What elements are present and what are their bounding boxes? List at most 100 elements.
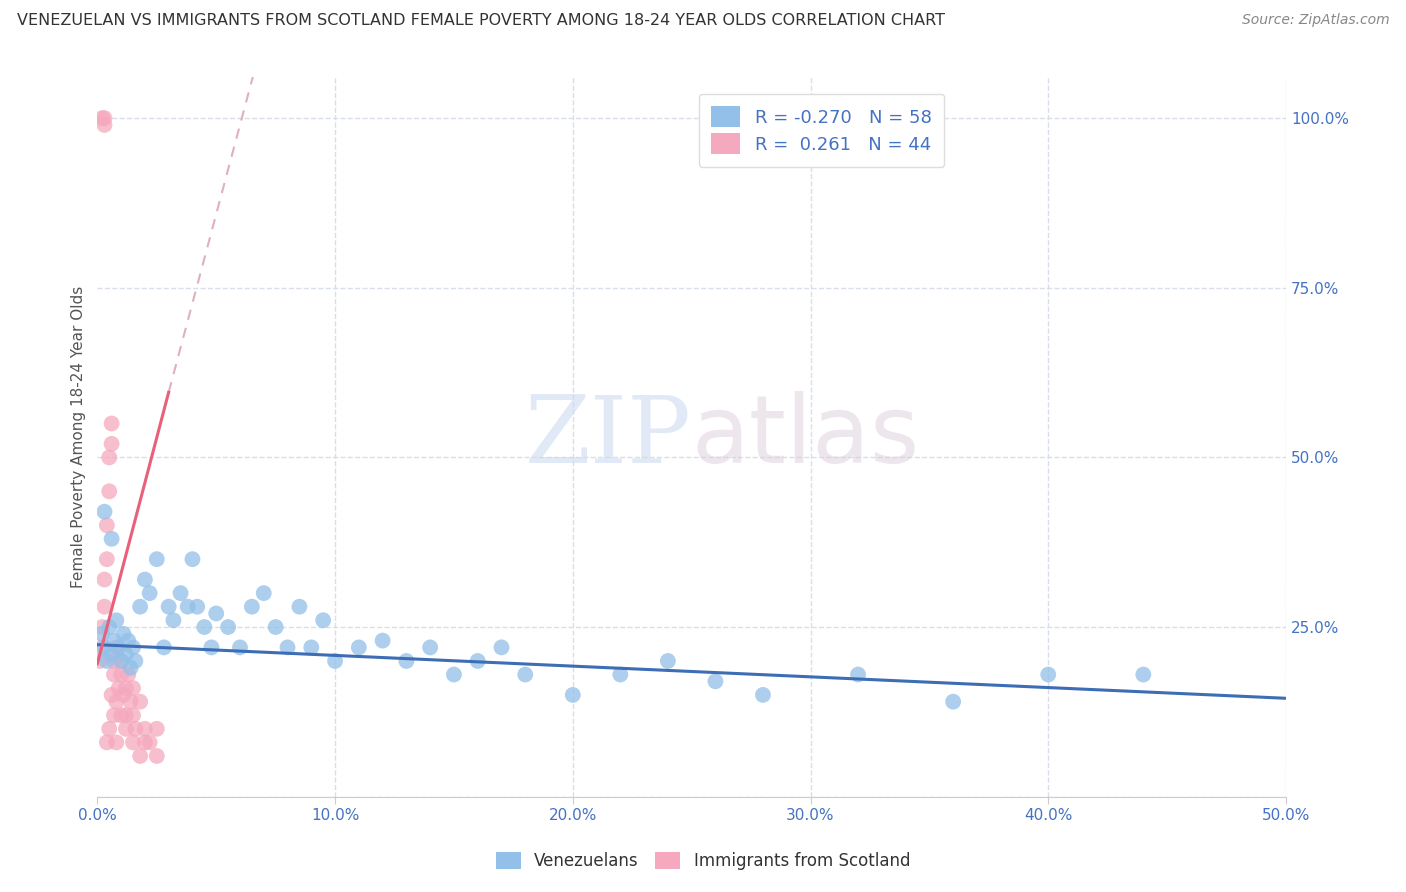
Point [176, 599, 198, 614]
Point [264, 620, 287, 634]
Point [91, 640, 114, 655]
Text: Source: ZipAtlas.com: Source: ZipAtlas.com [1241, 13, 1389, 28]
Point [609, 667, 631, 681]
Point [1132, 667, 1154, 681]
Point [181, 552, 204, 566]
Point [157, 599, 180, 614]
Point [91, 627, 114, 641]
Point [443, 667, 465, 681]
Point [89, 654, 111, 668]
Point [107, 640, 129, 655]
Point [98, 484, 121, 499]
Point [129, 748, 152, 763]
Point [100, 417, 122, 431]
Point [122, 640, 145, 655]
Point [752, 688, 775, 702]
Point [103, 708, 125, 723]
Point [193, 620, 215, 634]
Point [134, 735, 156, 749]
Point [122, 735, 145, 749]
Point [100, 532, 122, 546]
Point [107, 681, 129, 695]
Legend: Venezuelans, Immigrants from Scotland: Venezuelans, Immigrants from Scotland [489, 845, 917, 877]
Point [115, 722, 138, 736]
Point [846, 667, 869, 681]
Point [103, 654, 125, 668]
Point [347, 640, 370, 655]
Point [942, 695, 965, 709]
Text: VENEZUELAN VS IMMIGRANTS FROM SCOTLAND FEMALE POVERTY AMONG 18-24 YEAR OLDS CORR: VENEZUELAN VS IMMIGRANTS FROM SCOTLAND F… [17, 13, 945, 29]
Point [105, 735, 128, 749]
Point [491, 640, 513, 655]
Point [299, 640, 322, 655]
Point [91, 620, 114, 634]
Point [134, 573, 156, 587]
Point [120, 695, 142, 709]
Point [110, 654, 132, 668]
Point [561, 688, 583, 702]
Point [146, 552, 169, 566]
Point [112, 688, 135, 702]
Point [93, 118, 115, 132]
Point [110, 667, 132, 681]
Point [169, 586, 191, 600]
Point [371, 633, 394, 648]
Point [146, 722, 169, 736]
Point [103, 667, 125, 681]
Point [288, 599, 311, 614]
Point [117, 633, 139, 648]
Y-axis label: Female Poverty Among 18-24 Year Olds: Female Poverty Among 18-24 Year Olds [72, 286, 86, 588]
Point [96, 552, 118, 566]
Point [91, 111, 114, 125]
Point [117, 667, 139, 681]
Point [205, 607, 228, 621]
Point [138, 586, 160, 600]
Point [98, 450, 121, 465]
Legend: R = -0.270   N = 58, R =  0.261   N = 44: R = -0.270 N = 58, R = 0.261 N = 44 [699, 94, 943, 167]
Point [105, 640, 128, 655]
Point [129, 599, 152, 614]
Point [120, 661, 142, 675]
Point [277, 640, 299, 655]
Point [200, 640, 222, 655]
Point [138, 735, 160, 749]
Point [129, 695, 152, 709]
Point [323, 654, 346, 668]
Point [96, 735, 118, 749]
Point [112, 627, 135, 641]
Point [103, 633, 125, 648]
Point [162, 613, 184, 627]
Point [253, 586, 276, 600]
Point [93, 599, 115, 614]
Text: atlas: atlas [692, 391, 920, 483]
Point [240, 599, 263, 614]
Point [100, 688, 122, 702]
Point [186, 599, 208, 614]
Point [134, 722, 156, 736]
Point [105, 695, 128, 709]
Point [1038, 667, 1060, 681]
Point [419, 640, 441, 655]
Point [115, 708, 138, 723]
Point [96, 518, 118, 533]
Point [217, 620, 239, 634]
Point [146, 748, 169, 763]
Point [93, 505, 115, 519]
Point [96, 654, 118, 668]
Text: ZIP: ZIP [524, 392, 692, 482]
Point [122, 681, 145, 695]
Point [312, 613, 335, 627]
Point [98, 722, 121, 736]
Point [124, 722, 146, 736]
Point [395, 654, 418, 668]
Point [93, 111, 115, 125]
Point [153, 640, 176, 655]
Point [515, 667, 537, 681]
Point [704, 674, 727, 689]
Point [100, 647, 122, 661]
Point [100, 437, 122, 451]
Point [115, 681, 138, 695]
Point [105, 613, 128, 627]
Point [110, 654, 132, 668]
Point [115, 647, 138, 661]
